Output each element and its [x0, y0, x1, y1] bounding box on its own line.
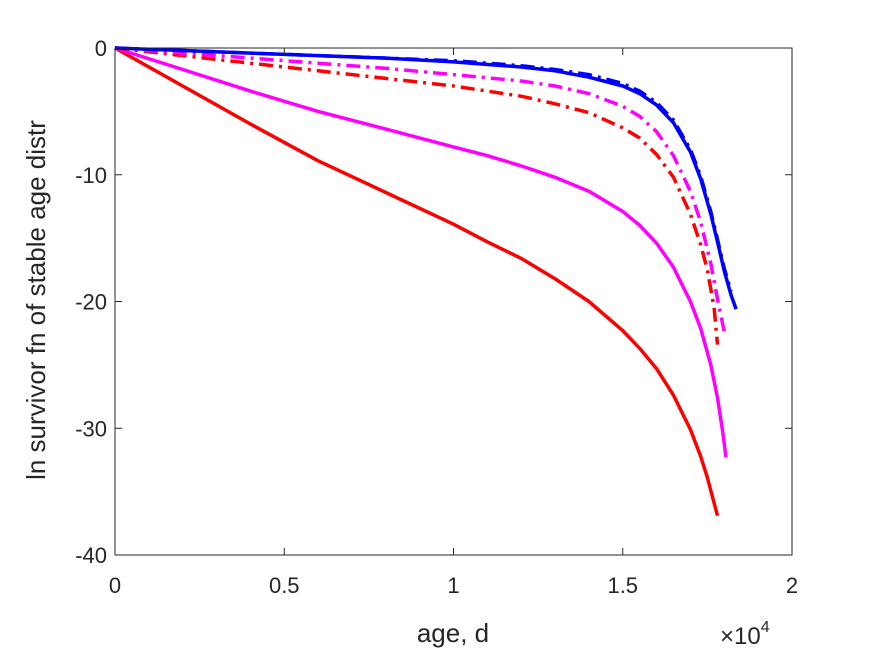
x-axis-label: age, d [417, 618, 489, 648]
x-tick-label: 0.5 [269, 573, 300, 598]
series-line-6 [114, 46, 738, 310]
series-line-3 [114, 46, 720, 345]
series-line-1 [114, 46, 720, 517]
ticks-layer: 0 0.5 1 1.5 2 0 -10 -20 -30 -40 [75, 36, 798, 598]
x-tick-label: 1.5 [607, 573, 638, 598]
x-exponent: ×104 [720, 619, 770, 650]
x-exponent-power: 4 [761, 619, 770, 636]
x-tick-label: 1 [447, 573, 459, 598]
x-exponent-base: 10 [734, 623, 761, 650]
y-tick-label: -10 [75, 163, 107, 188]
series-line-4 [114, 46, 727, 333]
x-tick-label: 0 [109, 573, 121, 598]
y-tick-label: 0 [95, 36, 107, 61]
y-tick-label: -20 [75, 290, 107, 315]
series-line-2 [114, 46, 728, 458]
series-layer [114, 46, 738, 517]
y-tick-label: -40 [75, 543, 107, 568]
x-tick-label: 2 [786, 573, 798, 598]
y-tick-label: -30 [75, 416, 107, 441]
y-axis-label: ln survivor fn of stable age distr [21, 120, 51, 480]
x-exponent-sign: × [720, 623, 734, 650]
